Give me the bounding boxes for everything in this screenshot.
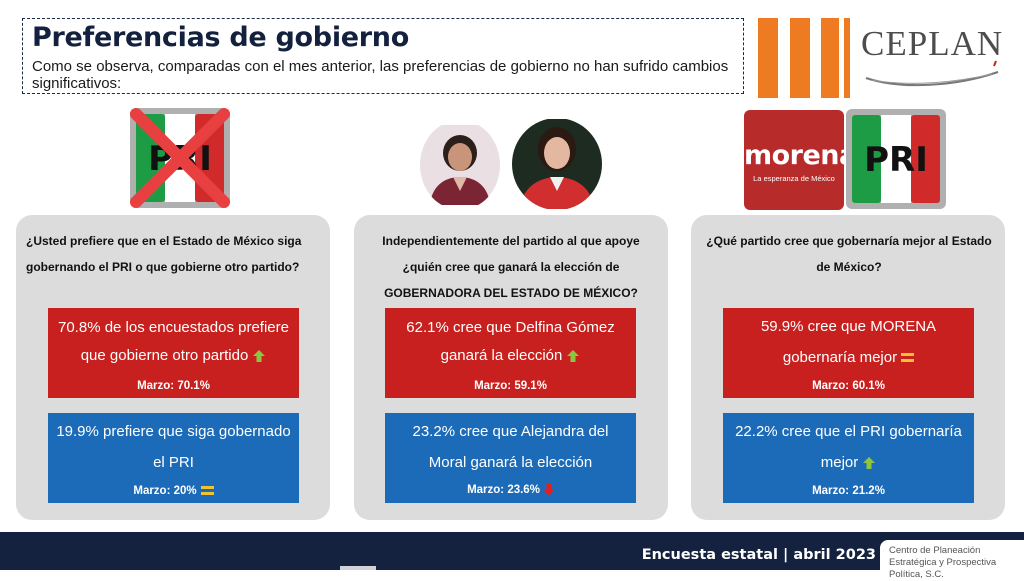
pri-right-letters: PRI bbox=[864, 140, 928, 180]
footer-organization: Centro de Planeación Estratégica y Prosp… bbox=[889, 545, 997, 580]
equal-sign-icon bbox=[901, 353, 915, 363]
result-text-morena: 59.9% cree que MORENA gobernaría mejor bbox=[760, 318, 937, 366]
morena-logo-tagline: La esperanza de México bbox=[753, 174, 835, 183]
ceplan-bars-logo bbox=[758, 18, 850, 98]
march-value-siga-pri: Marzo: 20% bbox=[133, 485, 197, 497]
march-value-pri: Marzo: 21.2% bbox=[812, 485, 885, 497]
result-box-siga-pri: 19.9% prefiere que siga gobernado el PRI… bbox=[48, 413, 299, 503]
result-text-siga-pri: 19.9% prefiere que siga gobernado el PRI bbox=[56, 423, 291, 471]
ceplan-logo-text: CEPLAN bbox=[861, 24, 1004, 63]
result-text-pri: 22.2% cree que el PRI gobernaría mejor bbox=[735, 423, 962, 471]
result-text-alejandra: 23.2% cree que Alejandra del Moral ganar… bbox=[412, 423, 609, 471]
morena-logo: morena La esperanza de México bbox=[744, 110, 857, 210]
result-box-delfina: 62.1% cree que Delfina Gómez ganará la e… bbox=[385, 308, 636, 398]
up-arrow-icon bbox=[863, 457, 876, 470]
result-text-otro-partido: 70.8% de los encuestados prefiere que go… bbox=[58, 319, 289, 364]
march-value-delfina: Marzo: 59.1% bbox=[474, 380, 547, 392]
down-arrow-icon bbox=[543, 484, 554, 496]
header-frame bbox=[22, 18, 744, 94]
candidate-portrait-delfina bbox=[420, 125, 500, 205]
march-value-otro-partido: Marzo: 70.1% bbox=[137, 380, 210, 392]
footer-mark bbox=[340, 566, 376, 570]
result-box-pri: 22.2% cree que el PRI gobernaría mejor M… bbox=[723, 413, 974, 503]
march-value-alejandra: Marzo: 23.6% bbox=[467, 484, 540, 497]
result-text-delfina: 62.1% cree que Delfina Gómez ganará la e… bbox=[406, 319, 615, 364]
question-pri-preference: ¿Usted prefiere que en el Estado de Méxi… bbox=[26, 234, 302, 274]
question-best-party: ¿Qué partido cree que gobernaría mejor a… bbox=[706, 234, 992, 274]
up-arrow-icon bbox=[567, 350, 580, 363]
footer-survey-label: Encuesta estatal | abril 2023 bbox=[641, 547, 876, 563]
result-box-alejandra: 23.2% cree que Alejandra del Moral ganar… bbox=[385, 413, 636, 503]
result-box-morena: 59.9% cree que MORENA gobernaría mejor M… bbox=[723, 308, 974, 398]
morena-logo-word: morena bbox=[744, 140, 857, 171]
page-title: Preferencias de gobierno bbox=[32, 22, 409, 53]
pri-logo: PRI bbox=[846, 109, 946, 209]
ceplan-swoosh-icon bbox=[865, 60, 999, 87]
footer-org-panel bbox=[880, 540, 1024, 570]
footer-bar bbox=[0, 532, 1024, 570]
up-arrow-icon bbox=[253, 350, 266, 363]
candidate-portrait-alejandra bbox=[512, 119, 602, 209]
page-subtitle: Como se observa, comparadas con el mes a… bbox=[32, 58, 729, 92]
question-line-3: GOBERNADORA DEL ESTADO DE MÉXICO? bbox=[384, 286, 638, 300]
result-box-otro-partido: 70.8% de los encuestados prefiere que go… bbox=[48, 308, 299, 398]
question-line-2: ¿quién cree que ganará la elección de bbox=[402, 260, 620, 274]
equal-sign-icon bbox=[200, 485, 214, 496]
question-line-1: Independientemente del partido al que ap… bbox=[382, 234, 640, 248]
question-election-winner: Independientemente del partido al que ap… bbox=[362, 228, 660, 306]
pri-crossed-out-logo: PRI bbox=[130, 108, 230, 208]
march-value-morena: Marzo: 60.1% bbox=[812, 380, 885, 392]
